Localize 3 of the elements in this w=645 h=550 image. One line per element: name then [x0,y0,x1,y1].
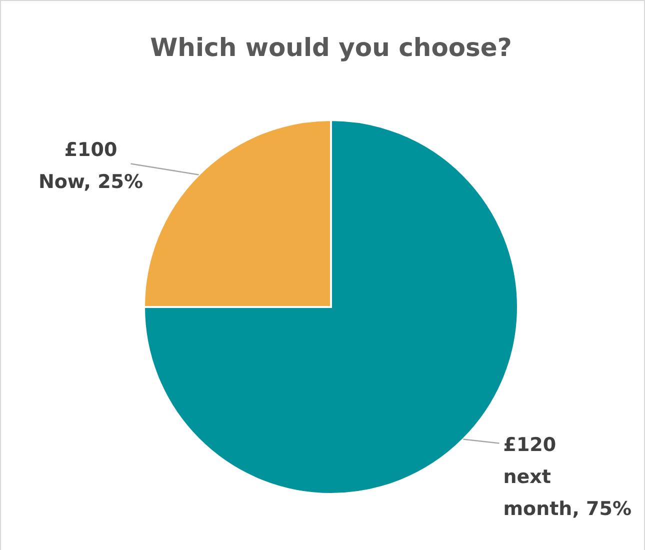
slice-label: £120 next month, 75% [503,434,632,520]
chart-title: Which would you choose? [150,33,512,62]
slice-label: £100 Now, 25% [38,138,144,193]
